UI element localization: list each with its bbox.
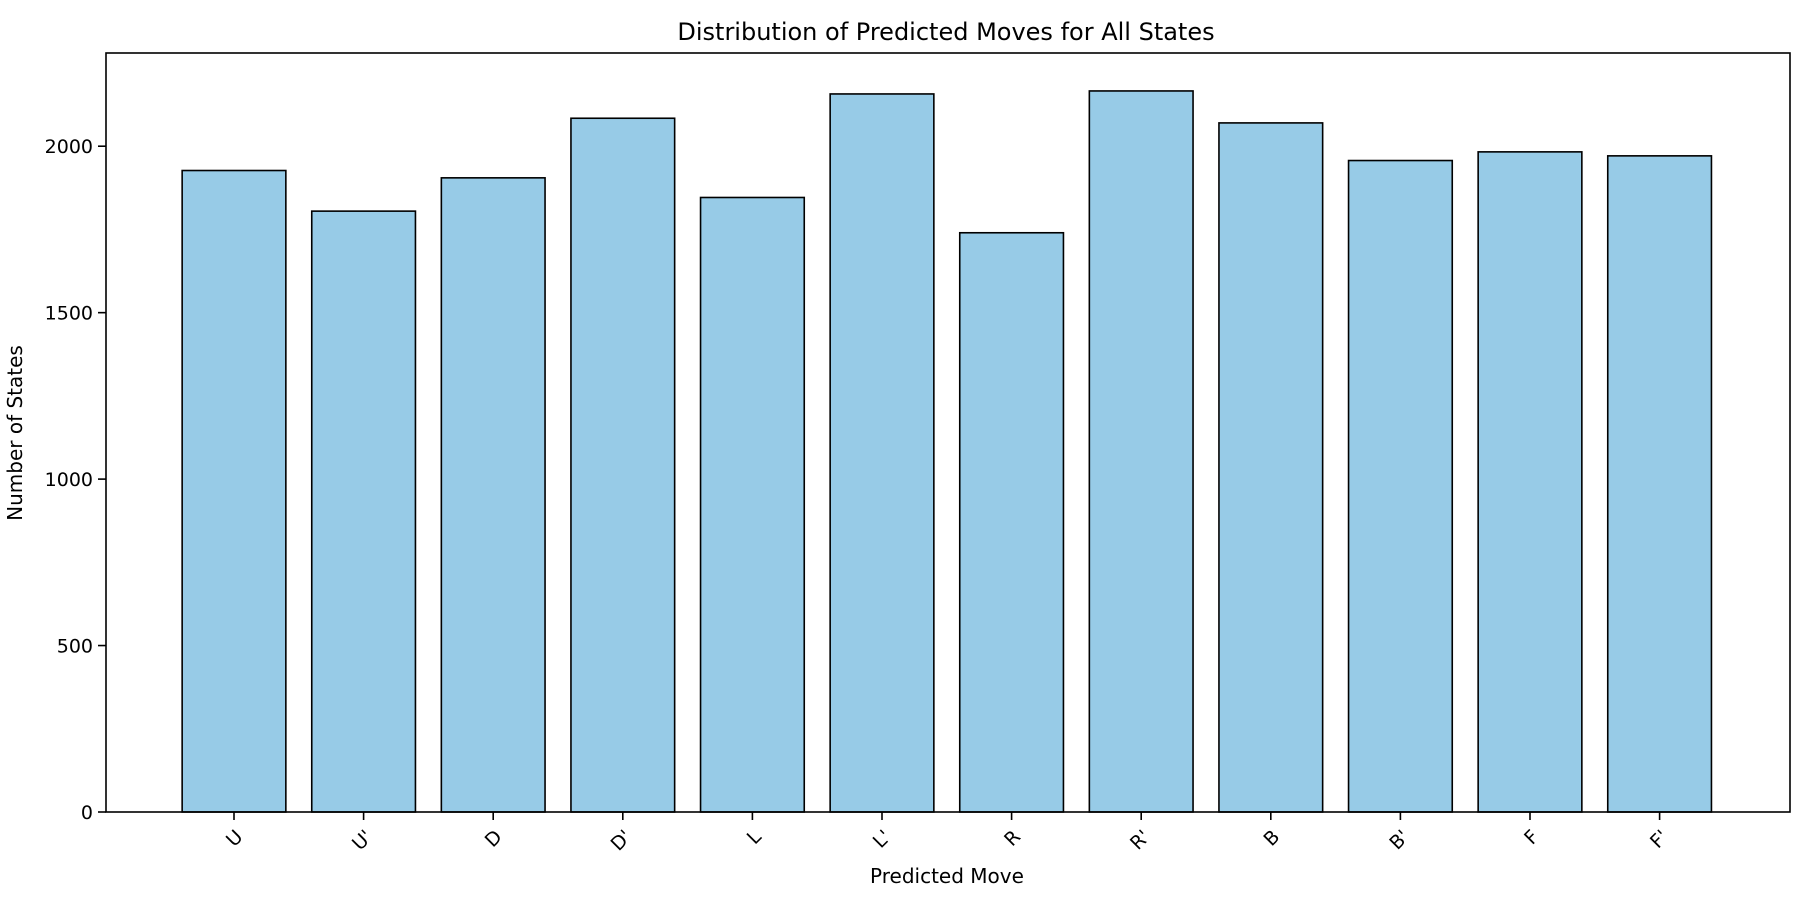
bar-B — [1218, 122, 1324, 813]
y-tick-label: 1500 — [45, 303, 93, 325]
bar-D' — [570, 117, 676, 813]
bar-U' — [310, 210, 417, 813]
x-tick-label: D' — [607, 826, 637, 856]
bar-F' — [1606, 155, 1713, 813]
plot-area: 0 500 1000 1500 2000 U U' D D' L L' R R' B B' F F' — [45, 52, 1791, 856]
x-tick-label: U' — [348, 826, 377, 855]
y-tick-label: 0 — [81, 802, 93, 824]
x-tick-label: B' — [1385, 826, 1413, 854]
bar-L' — [829, 93, 935, 813]
x-tick-label: F' — [1646, 826, 1673, 853]
x-tick-label: D — [481, 826, 507, 852]
bar-B' — [1347, 159, 1454, 813]
y-tick-label: 1000 — [45, 469, 93, 491]
y-tick-label: 2000 — [45, 136, 93, 158]
x-axis-label: Predicted Move — [870, 864, 1024, 888]
x-tick-label: R' — [1126, 826, 1155, 855]
bar-U — [181, 169, 287, 813]
axes-frame — [105, 52, 1791, 813]
bar-L — [699, 196, 806, 813]
x-tick-label: L — [743, 826, 766, 849]
y-tick-label: 500 — [57, 636, 93, 658]
bar-R' — [1088, 90, 1194, 813]
bar-D — [440, 177, 546, 813]
x-tick-label: U — [222, 826, 247, 851]
bar-R — [958, 231, 1065, 813]
x-tick-label: R — [1000, 826, 1025, 851]
x-tick-label: B — [1259, 826, 1284, 851]
y-axis-label: Number of States — [3, 345, 27, 521]
bar-F — [1477, 151, 1583, 813]
x-tick-label: L' — [869, 826, 896, 853]
chart-title: Distribution of Predicted Moves for All … — [677, 18, 1214, 46]
x-tick-label: F — [1520, 826, 1543, 849]
